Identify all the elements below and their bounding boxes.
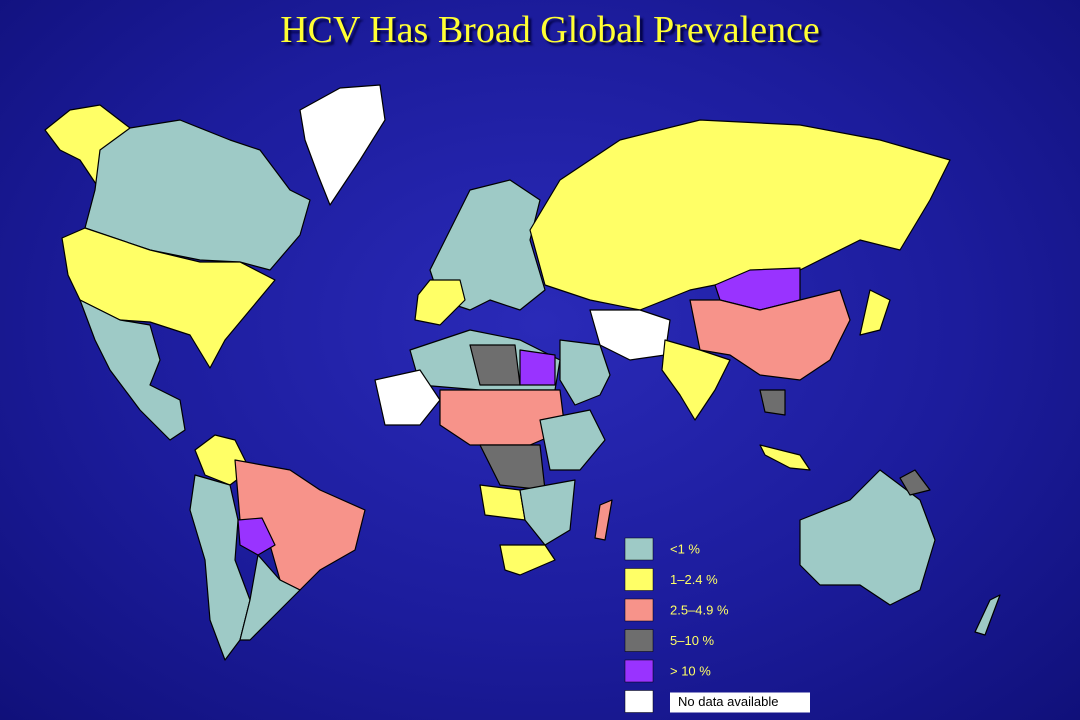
china — [689, 289, 851, 381]
indonesia — [759, 444, 811, 471]
legend: <1 % 1–2.4 % 2.5–4.9 % 5–10 % > 10 % No data … — [624, 537, 810, 713]
bolivia — [237, 517, 276, 556]
southern-africa — [519, 479, 576, 546]
argentina — [239, 554, 301, 641]
new-zealand — [974, 594, 1001, 636]
madagascar — [594, 499, 613, 541]
legend-label: 5–10 % — [670, 633, 715, 648]
east-africa — [539, 409, 606, 471]
continents — [44, 84, 1001, 661]
legend-label: <1 % — [670, 541, 700, 556]
title: HCV Has Broad Global Prevalence — [280, 9, 820, 51]
legend-label: 2.5–4.9 % — [670, 602, 729, 617]
legend-swatch — [624, 659, 654, 683]
legend-label: > 10 % — [670, 663, 711, 678]
legend-swatch — [624, 629, 654, 652]
legend-label: No data available — [678, 694, 778, 709]
legend-swatch — [624, 598, 654, 622]
legend-label-background — [670, 692, 810, 713]
west-africa — [374, 369, 441, 426]
cambodia — [759, 389, 786, 416]
south-africa — [499, 544, 556, 576]
india — [661, 339, 731, 421]
australia — [799, 469, 936, 606]
mexico — [79, 299, 186, 441]
papua — [899, 469, 931, 496]
greenland — [299, 84, 386, 206]
legend-label: 1–2.4 % — [670, 572, 718, 587]
france-spain — [414, 279, 466, 326]
legend-swatch — [624, 568, 654, 591]
egypt — [519, 349, 556, 386]
legend-swatch — [624, 537, 654, 561]
legend-swatch — [624, 690, 654, 713]
congo — [479, 444, 546, 491]
japan — [859, 289, 891, 336]
angola — [479, 484, 526, 521]
russia — [529, 119, 951, 311]
arabia — [559, 339, 611, 406]
